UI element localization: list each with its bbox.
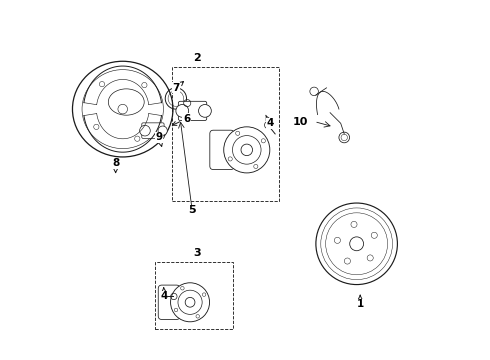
Circle shape <box>310 87 318 96</box>
Circle shape <box>224 127 270 173</box>
FancyBboxPatch shape <box>210 130 234 170</box>
Text: 5: 5 <box>188 205 196 215</box>
Text: 7: 7 <box>172 81 184 93</box>
Text: 4: 4 <box>161 288 168 301</box>
Text: 4: 4 <box>266 115 273 128</box>
Text: 8: 8 <box>112 158 119 172</box>
Text: 10: 10 <box>292 117 308 126</box>
Text: 6: 6 <box>172 114 190 125</box>
Bar <box>155 261 233 329</box>
Circle shape <box>140 125 150 136</box>
Circle shape <box>350 237 364 251</box>
Text: 3: 3 <box>194 248 201 258</box>
Bar <box>172 67 279 201</box>
Circle shape <box>339 132 349 143</box>
FancyBboxPatch shape <box>178 101 207 121</box>
Circle shape <box>176 104 189 117</box>
Text: 1: 1 <box>357 295 364 309</box>
Circle shape <box>158 126 167 135</box>
Text: 2: 2 <box>193 53 201 63</box>
Circle shape <box>198 104 211 117</box>
FancyBboxPatch shape <box>142 123 164 139</box>
Circle shape <box>316 203 397 284</box>
FancyBboxPatch shape <box>158 285 180 319</box>
Text: 9: 9 <box>155 132 163 147</box>
Circle shape <box>171 283 210 322</box>
